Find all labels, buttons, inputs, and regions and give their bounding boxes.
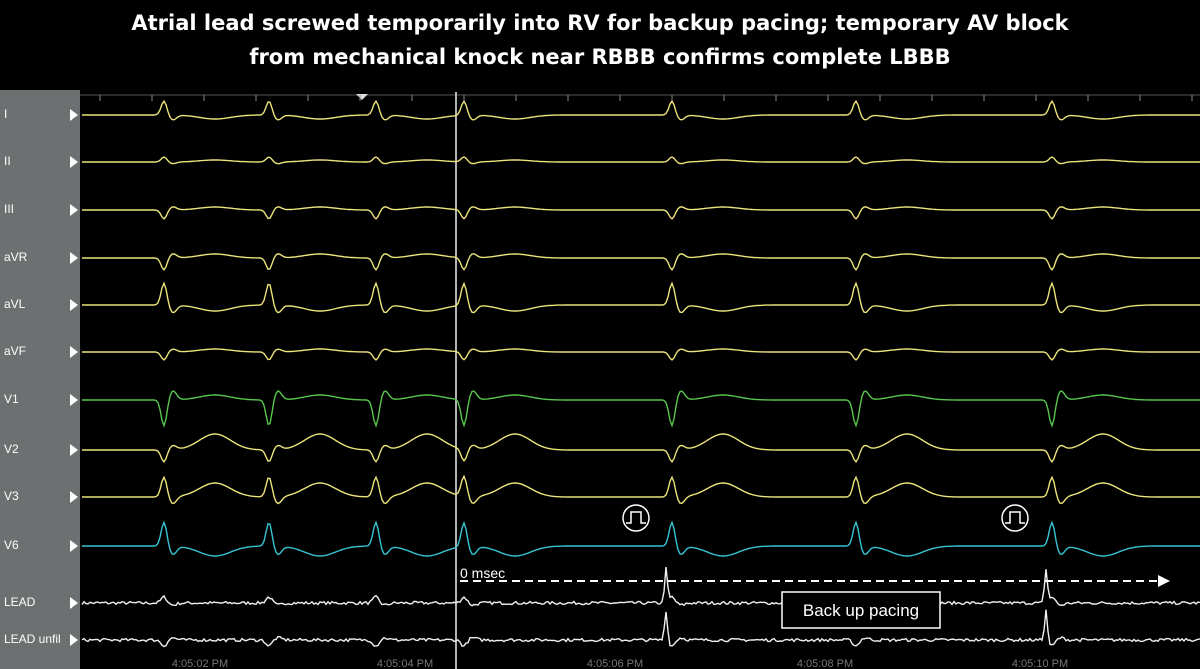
interval-label: 0 msec: [460, 565, 505, 581]
callout-box: [781, 591, 941, 629]
time-label: 4:05:04 PM: [377, 658, 433, 669]
lead-label: V2: [4, 442, 19, 456]
lead-label: LEAD: [4, 595, 36, 609]
lead-marker: [70, 444, 78, 456]
lead-marker: [70, 597, 78, 609]
lead-label: aVF: [4, 344, 26, 358]
lead-label: III: [4, 202, 14, 216]
ecg-trace: [82, 206, 1200, 220]
lead-marker: [70, 634, 78, 646]
lead-marker: [70, 346, 78, 358]
lead-label: V1: [4, 392, 19, 406]
title-line: from mechanical knock near RBBB confirms…: [249, 45, 950, 69]
ecg-trace: [81, 567, 1200, 608]
title-line: Atrial lead screwed temporarily into RV …: [131, 11, 1069, 35]
lead-marker: [70, 204, 78, 216]
lead-label: II: [4, 154, 11, 168]
lead-label: V3: [4, 489, 19, 503]
lead-panel: [0, 90, 80, 669]
lead-marker: [70, 540, 78, 552]
lead-label: LEAD unfil: [4, 632, 61, 646]
ecg-trace: [82, 99, 1200, 121]
lead-marker: [70, 394, 78, 406]
ruler-marker: [356, 94, 368, 100]
ecg-trace: [82, 433, 1200, 464]
lead-marker: [70, 109, 78, 121]
ecg-trace: [81, 609, 1200, 648]
ecg-trace: [82, 156, 1200, 165]
time-label: 4:05:10 PM: [1012, 658, 1068, 669]
ecg-trace: [82, 474, 1200, 505]
time-label: 4:05:02 PM: [172, 658, 228, 669]
ecg-trace: [82, 253, 1200, 271]
lead-label: aVR: [4, 250, 28, 264]
lead-marker: [70, 156, 78, 168]
lead-marker: [70, 299, 78, 311]
lead-marker: [70, 252, 78, 264]
arrow-head: [1158, 575, 1170, 587]
callout-text: Back up pacing: [803, 601, 919, 620]
lead-marker: [70, 491, 78, 503]
lead-label: I: [4, 107, 7, 121]
ecg-trace: [82, 281, 1200, 314]
ecg-trace: [82, 520, 1200, 557]
pacing-icon: [1001, 504, 1029, 532]
time-label: 4:05:06 PM: [587, 658, 643, 669]
time-label: 4:05:08 PM: [797, 658, 853, 669]
lead-label: V6: [4, 538, 19, 552]
lead-label: aVL: [4, 297, 26, 311]
ecg-trace: [82, 348, 1200, 361]
ecg-trace: [82, 389, 1200, 428]
pacing-icon: [622, 504, 650, 532]
